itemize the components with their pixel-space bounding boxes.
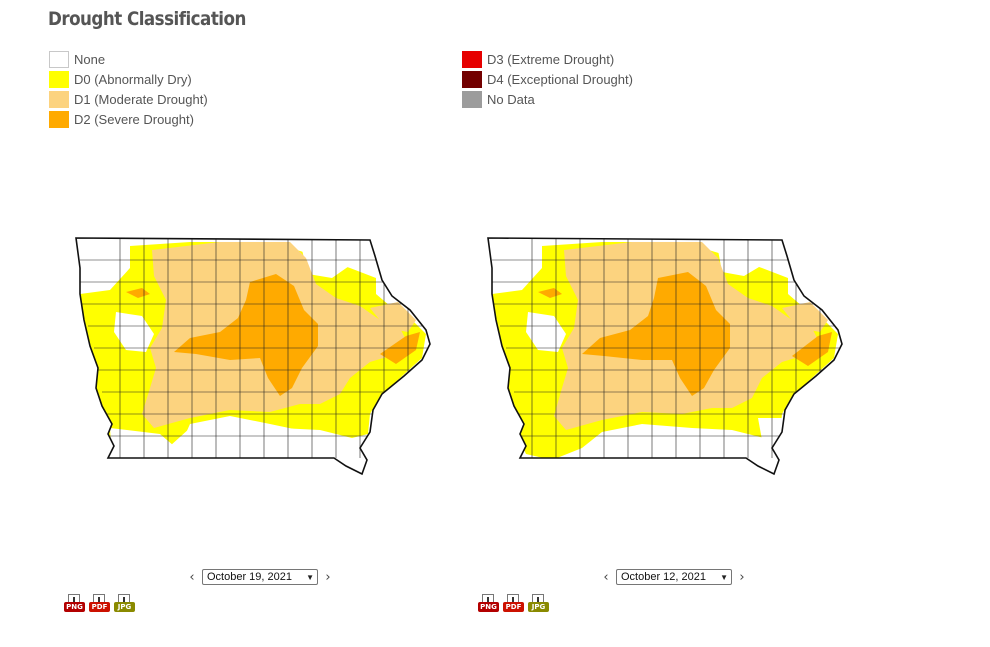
legend-label: No Data — [487, 91, 535, 107]
legend-swatch-d1 — [49, 90, 69, 108]
page-title: Drought Classification — [48, 8, 246, 30]
legend-label: D0 (Abnormally Dry) — [74, 71, 192, 87]
pdf-download-icon[interactable]: PDF — [503, 594, 524, 613]
date-select-value: October 19, 2021 — [207, 571, 293, 583]
jpg-download-icon[interactable]: JPG — [528, 594, 549, 613]
png-download-icon[interactable]: PNG — [478, 594, 499, 613]
download-label: JPG — [114, 602, 135, 612]
legend-label: None — [74, 51, 106, 67]
chevron-left-icon[interactable]: ‹ — [603, 569, 609, 585]
legend-column-1: None D0 (Abnormally Dry) D1 (Moderate Dr… — [49, 49, 208, 129]
pdf-download-icon[interactable]: PDF — [89, 594, 110, 613]
download-label: JPG — [528, 602, 549, 612]
download-label: PNG — [478, 602, 499, 612]
drought-map-previous — [487, 237, 843, 476]
download-label: PDF — [503, 602, 524, 612]
jpg-download-icon[interactable]: JPG — [114, 594, 135, 613]
legend-swatch-d3 — [462, 50, 482, 68]
date-select-previous[interactable]: October 12, 2021 ▼ — [616, 569, 732, 585]
date-select-current[interactable]: October 19, 2021 ▼ — [202, 569, 318, 585]
legend-swatch-d0 — [49, 70, 69, 88]
legend-swatch-d2 — [49, 110, 69, 128]
legend-item-d4: D4 (Exceptional Drought) — [462, 69, 633, 89]
chevron-left-icon[interactable]: ‹ — [189, 569, 195, 585]
legend-swatch-d4 — [462, 70, 482, 88]
legend-swatch-no-data — [462, 90, 482, 108]
drought-map-current — [75, 237, 431, 476]
legend-label: D2 (Severe Drought) — [74, 111, 194, 127]
legend-item-d2: D2 (Severe Drought) — [49, 109, 208, 129]
date-nav-previous: ‹ October 12, 2021 ▼ › — [600, 569, 748, 585]
legend-column-2: D3 (Extreme Drought) D4 (Exceptional Dro… — [462, 49, 633, 109]
download-group-current: PNG PDF JPG — [64, 594, 135, 613]
legend-item-none: None — [49, 49, 208, 69]
legend-swatch-none — [49, 50, 69, 68]
legend-item-d1: D1 (Moderate Drought) — [49, 89, 208, 109]
legend-item-no-data: No Data — [462, 89, 633, 109]
chevron-down-icon: ▼ — [306, 572, 314, 582]
legend-label: D4 (Exceptional Drought) — [487, 71, 633, 87]
date-nav-current: ‹ October 19, 2021 ▼ › — [186, 569, 334, 585]
chevron-right-icon[interactable]: › — [739, 569, 745, 585]
date-select-value: October 12, 2021 — [621, 571, 707, 583]
download-label: PDF — [89, 602, 110, 612]
chevron-right-icon[interactable]: › — [325, 569, 331, 585]
legend-item-d0: D0 (Abnormally Dry) — [49, 69, 208, 89]
legend-label: D1 (Moderate Drought) — [74, 91, 208, 107]
png-download-icon[interactable]: PNG — [64, 594, 85, 613]
download-group-previous: PNG PDF JPG — [478, 594, 549, 613]
download-label: PNG — [64, 602, 85, 612]
legend-label: D3 (Extreme Drought) — [487, 51, 615, 67]
legend-item-d3: D3 (Extreme Drought) — [462, 49, 633, 69]
chevron-down-icon: ▼ — [720, 572, 728, 582]
